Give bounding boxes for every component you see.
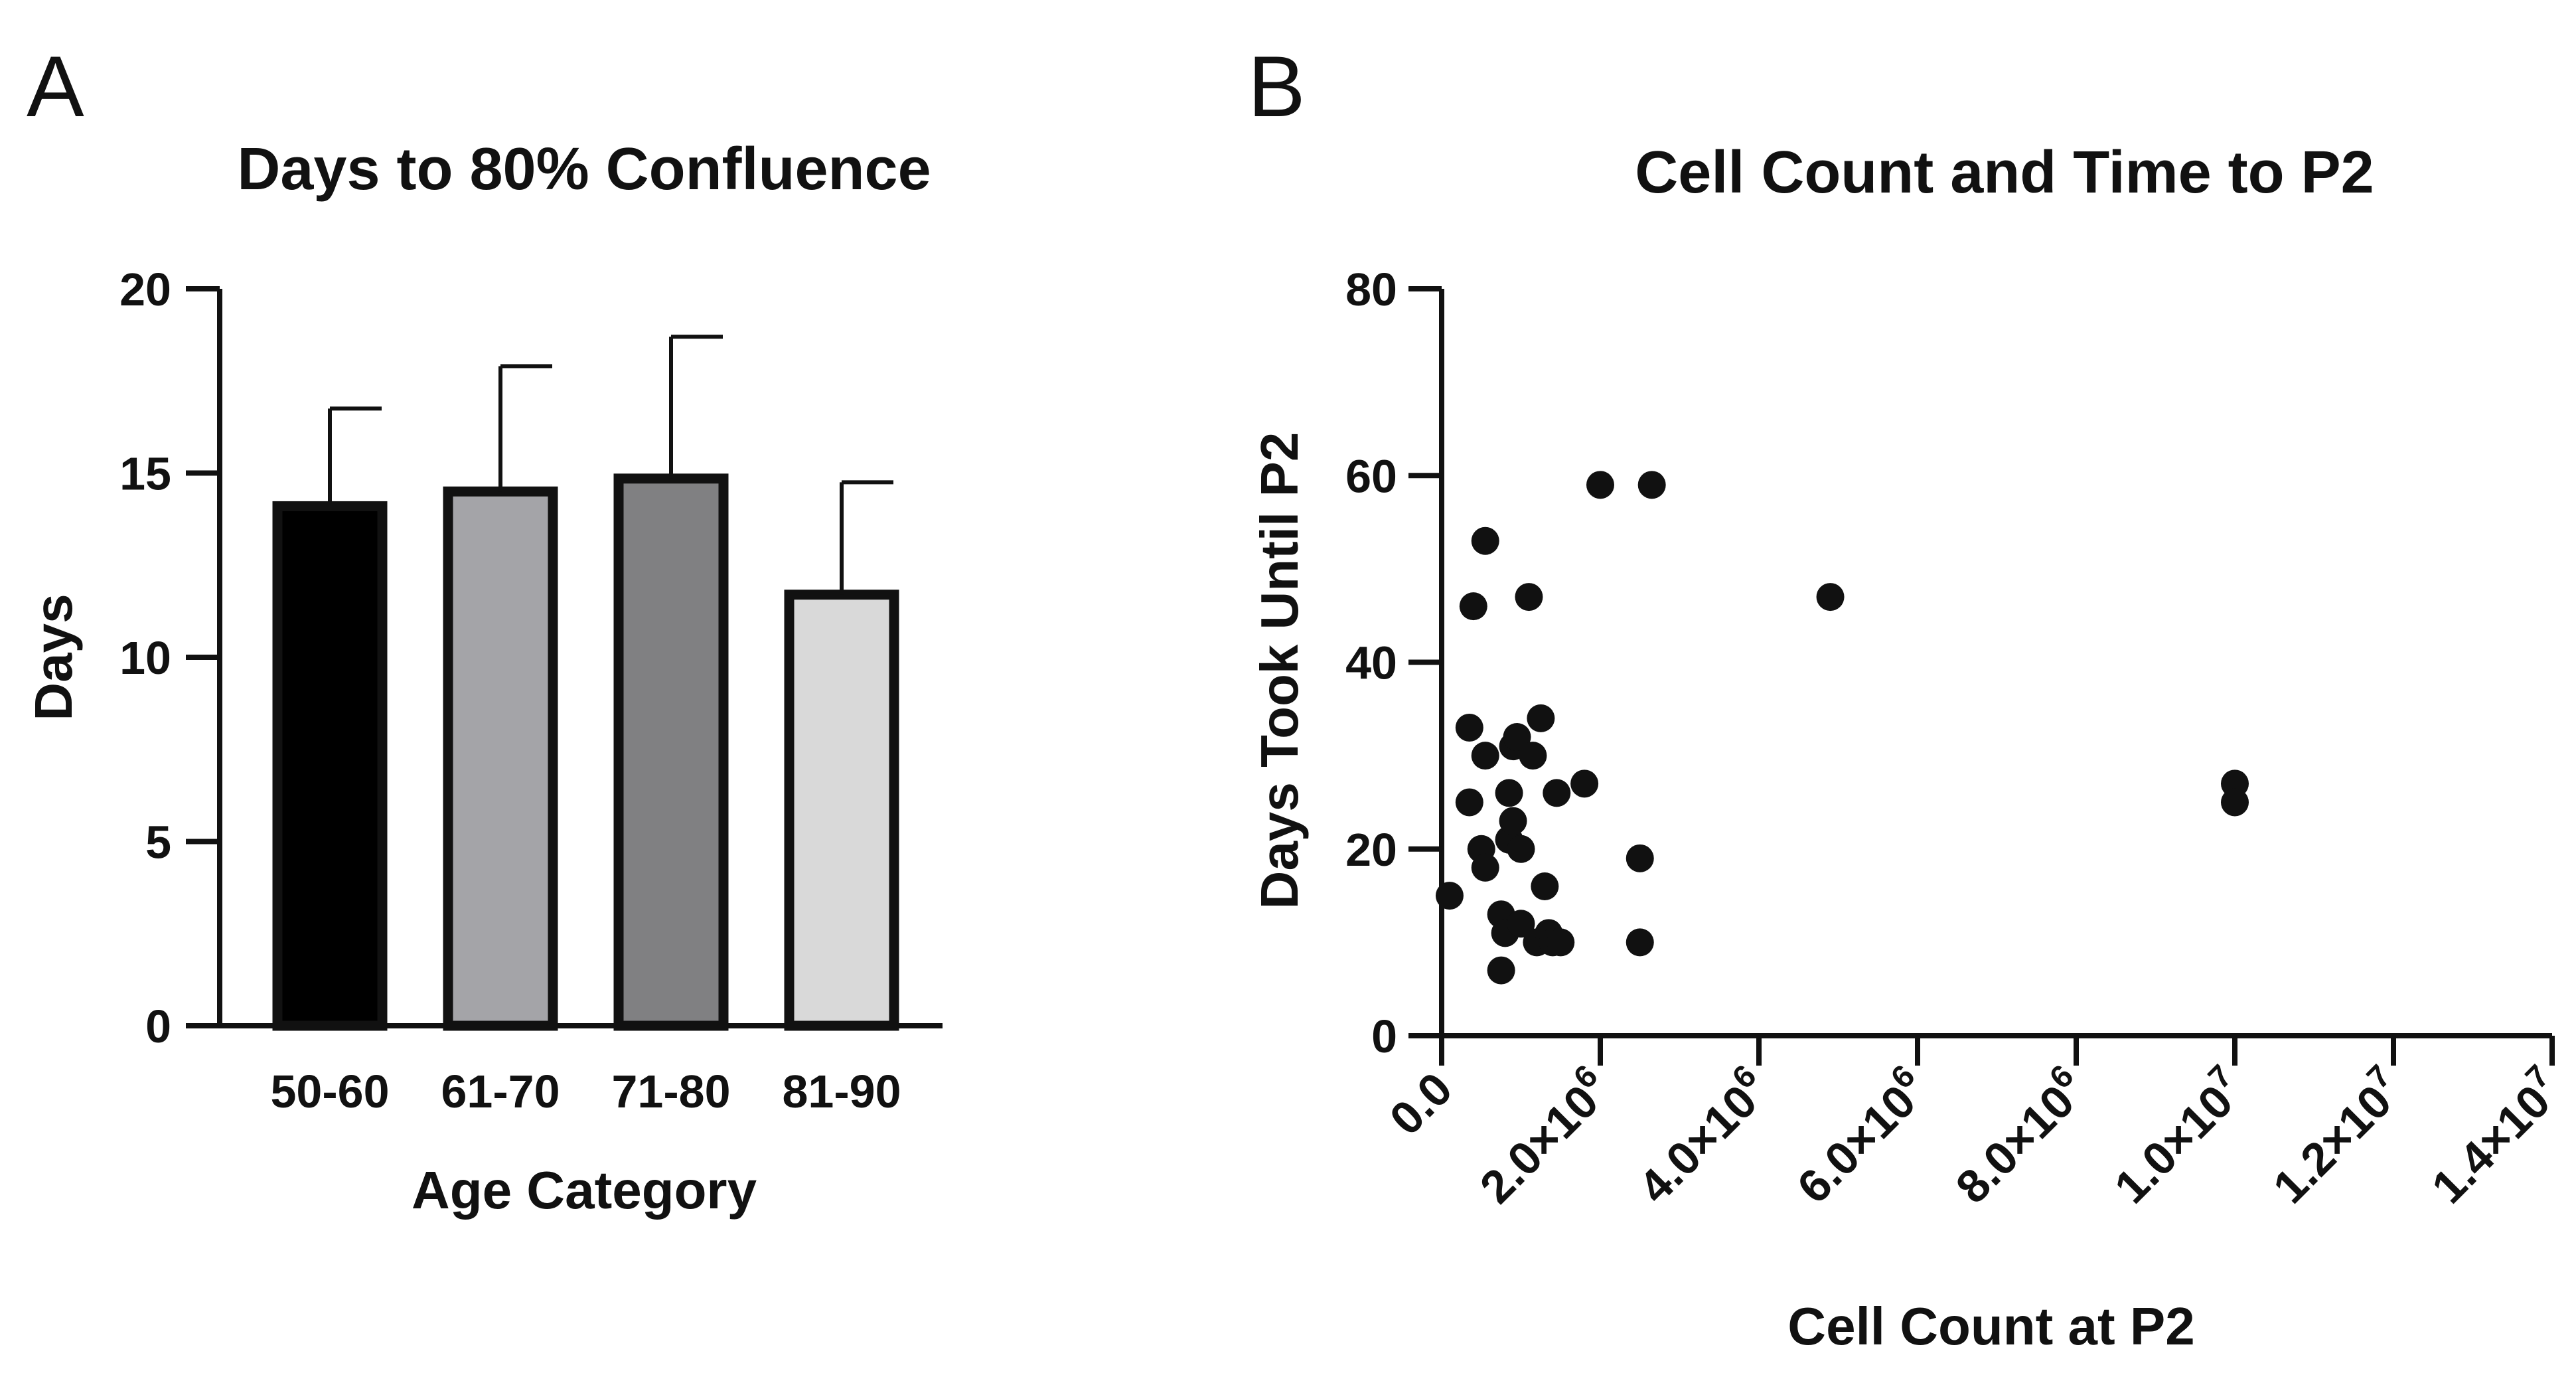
scatter-point: [1471, 526, 1499, 555]
panel-b-x-axis-label: Cell Count at P2: [1787, 1297, 2194, 1356]
panel-a-x-axis-label: Age Category: [412, 1161, 757, 1220]
y-tick-label-5: 5: [145, 817, 171, 868]
x-tick-label-6: 1.2×107: [2259, 1058, 2413, 1213]
x-tick-label-4: 8.0×106: [1941, 1058, 2096, 1213]
panel-a-x-tick-labels: 50-60 61-70 71-80 81-90: [270, 1066, 901, 1117]
scatter-point: [2221, 788, 2249, 817]
panel-b-axes: [1439, 289, 2552, 1038]
bar-50-60: [272, 501, 388, 1031]
x-tick-label-61-70: 61-70: [441, 1066, 560, 1117]
x-tick-label-71-80: 71-80: [611, 1066, 730, 1117]
panel-b-points: [1435, 471, 2249, 985]
scatter-point: [1503, 723, 1531, 751]
x-tick-mantissa: 4.0×10: [1629, 1075, 1767, 1213]
scatter-point: [1515, 583, 1543, 611]
scatter-point: [1459, 592, 1487, 621]
scatter-point: [1527, 704, 1555, 732]
panel-b-x-ticks: 0.0 2.0×106 4.0×106 6.0×106 8.0×106 1.0×107 1.…: [1380, 1036, 2572, 1213]
scatter-point: [1816, 583, 1845, 611]
scatter-point: [1519, 742, 1547, 770]
x-tick-mantissa: 1.0×10: [2105, 1075, 2243, 1213]
bar-61-70: [443, 486, 558, 1031]
scatter-point: [1570, 769, 1599, 798]
scatter-point: [1499, 807, 1527, 835]
x-tick-label-3: 6.0×106: [1783, 1058, 1937, 1213]
y-tick-label-15: 15: [119, 448, 171, 500]
y-tick-label-40: 40: [1345, 637, 1397, 689]
panel-b-y-ticks: 0 20 40 60 80: [1345, 264, 1442, 1062]
scatter-point: [1547, 928, 1575, 957]
bar-71-80: [613, 473, 729, 1031]
y-tick-label-20: 20: [119, 264, 171, 315]
panel-b-letter: B: [1248, 38, 1306, 135]
panel-a-y-axis-label: Days: [24, 594, 83, 720]
panel-a-y-ticks: 0 5 10 15 20: [119, 264, 220, 1052]
x-tick-mantissa: 0.0: [1380, 1062, 1462, 1145]
scatter-point: [1471, 742, 1499, 770]
scatter-point: [1435, 882, 1464, 910]
scatter-point: [1471, 853, 1499, 882]
scatter-point: [1495, 779, 1523, 807]
y-tick-label-10: 10: [119, 632, 171, 684]
panel-b-title: Cell Count and Time to P2: [1635, 139, 2374, 206]
y-tick-label-0: 0: [1371, 1010, 1397, 1062]
x-tick-mantissa: 1.4×10: [2422, 1075, 2560, 1213]
panel-a-letter: A: [27, 38, 84, 135]
x-tick-label-5: 1.0×107: [2100, 1058, 2255, 1213]
x-tick-label-0: 0.0: [1380, 1062, 1462, 1145]
x-tick-label-2: 4.0×106: [1624, 1058, 1779, 1213]
y-tick-label-0: 0: [145, 1001, 171, 1052]
panel-a-title: Days to 80% Confluence: [237, 136, 931, 202]
scatter-point: [1455, 788, 1483, 817]
panel-b: B Cell Count and Time to P2 Days Took Un…: [1248, 38, 2572, 1356]
scatter-point: [1531, 872, 1559, 900]
scatter-point: [1507, 910, 1535, 938]
scatter-point: [1626, 844, 1654, 872]
scatter-point: [1586, 471, 1614, 499]
x-tick-label-1: 2.0×106: [1466, 1058, 1620, 1213]
x-tick-label-81-90: 81-90: [782, 1066, 901, 1117]
x-tick-label-7: 1.4×107: [2417, 1058, 2572, 1213]
x-tick-mantissa: 6.0×10: [1787, 1075, 1926, 1213]
bar-81-90: [784, 590, 899, 1031]
panel-a-bars: [272, 473, 899, 1031]
scatter-point: [1543, 779, 1571, 807]
y-tick-label-60: 60: [1345, 450, 1397, 502]
scatter-point: [1626, 928, 1654, 957]
y-tick-label-80: 80: [1345, 264, 1397, 315]
panel-b-y-axis-label: Days Took Until P2: [1250, 432, 1309, 910]
x-tick-mantissa: 1.2×10: [2263, 1075, 2401, 1213]
y-tick-label-20: 20: [1345, 824, 1397, 876]
scatter-point: [1507, 835, 1535, 863]
x-tick-mantissa: 2.0×10: [1470, 1075, 1608, 1213]
x-tick-label-50-60: 50-60: [270, 1066, 389, 1117]
scatter-point: [1637, 471, 1666, 499]
scatter-point: [1455, 713, 1483, 742]
panel-a-error-bars: [328, 335, 893, 595]
scatter-point: [1487, 956, 1515, 985]
panel-a: A Days to 80% Confluence Days Age Catego…: [24, 38, 943, 1220]
x-tick-mantissa: 8.0×10: [1946, 1075, 2084, 1213]
